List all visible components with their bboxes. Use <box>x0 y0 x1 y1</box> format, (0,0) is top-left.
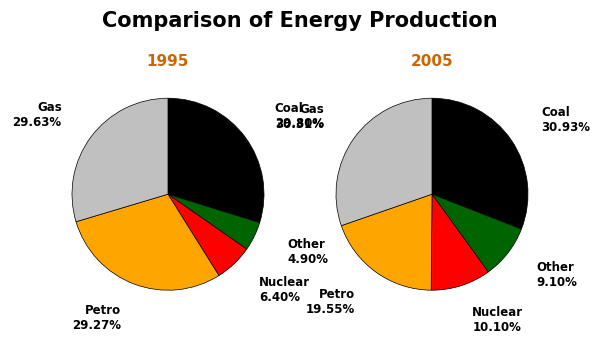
Text: Nuclear
6.40%: Nuclear 6.40% <box>259 276 310 304</box>
Wedge shape <box>341 194 432 290</box>
Wedge shape <box>431 194 488 290</box>
Text: Petro
19.55%: Petro 19.55% <box>305 288 355 316</box>
Wedge shape <box>168 98 264 223</box>
Text: Coal
30.93%: Coal 30.93% <box>541 106 590 134</box>
Text: Comparison of Energy Production: Comparison of Energy Production <box>102 11 498 31</box>
Wedge shape <box>336 98 432 226</box>
Title: 2005: 2005 <box>410 54 454 69</box>
Text: Petro
29.27%: Petro 29.27% <box>72 304 121 332</box>
Wedge shape <box>168 194 247 276</box>
Title: 1995: 1995 <box>147 54 189 69</box>
Text: Other
9.10%: Other 9.10% <box>537 261 578 289</box>
Text: Nuclear
10.10%: Nuclear 10.10% <box>472 306 523 334</box>
Wedge shape <box>76 194 219 290</box>
Wedge shape <box>168 194 260 249</box>
Text: Gas
30.31%: Gas 30.31% <box>275 103 324 131</box>
Text: Other
4.90%: Other 4.90% <box>287 238 328 266</box>
Wedge shape <box>432 194 521 272</box>
Wedge shape <box>72 98 168 222</box>
Text: Coal
29.80%: Coal 29.80% <box>275 102 324 130</box>
Text: Gas
29.63%: Gas 29.63% <box>13 101 62 129</box>
Wedge shape <box>432 98 528 229</box>
